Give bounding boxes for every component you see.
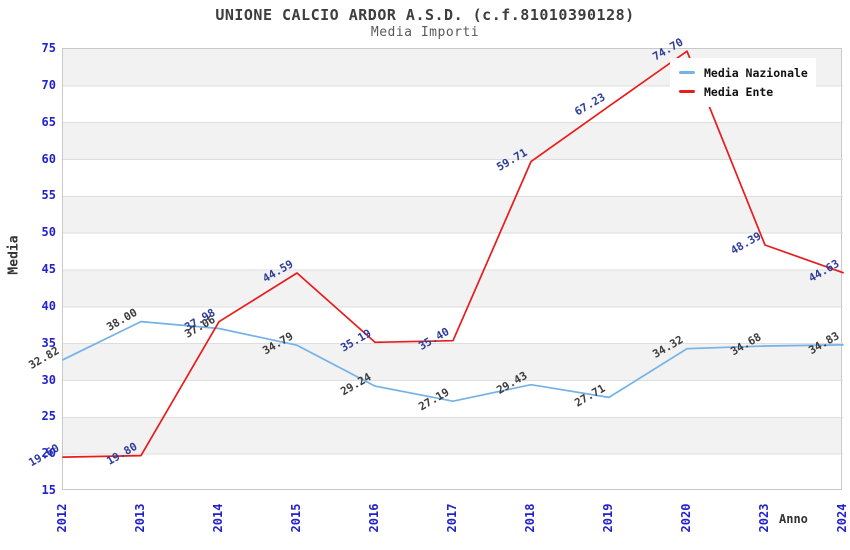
x-tick-2016: 2016 <box>367 503 381 533</box>
point-label-media-nazionale-2017: 27.19 <box>416 386 451 414</box>
chart-title: UNIONE CALCIO ARDOR A.S.D. (c.f.81010390… <box>215 6 635 24</box>
y-tick-60: 60 <box>41 151 56 166</box>
x-tick-2023: 2023 <box>757 503 771 533</box>
x-tick-2014: 2014 <box>211 503 225 533</box>
y-tick-45: 45 <box>41 262 56 276</box>
x-tick-2024: 2024 <box>835 503 849 533</box>
y-tick-25: 25 <box>41 409 56 424</box>
point-label-media-nazionale-2015: 34.79 <box>260 330 295 358</box>
y-axis-title: Media <box>6 235 22 275</box>
line-media-nazionale <box>62 320 844 403</box>
chart-subtitle: Media Importi <box>370 25 480 40</box>
point-label-media-nazionale-2023: 34.68 <box>728 330 763 358</box>
y-tick-20: 20 <box>41 446 56 461</box>
point-label-media-ente-2013: 19.80 <box>104 440 139 468</box>
point-label-media-ente-2017: 35.40 <box>416 325 451 353</box>
legend-item-media-ente: Media Ente <box>679 82 807 101</box>
media-nazionale-line-swatch-icon <box>679 71 695 74</box>
plot-area: 32.82 38.00 37.06 34.79 29.24 27.19 29.43 27.71… <box>26 36 844 490</box>
point-label-media-nazionale-2019: 27.71 <box>572 382 608 410</box>
y-tick-40: 40 <box>41 298 56 313</box>
line-media-ente <box>62 50 844 458</box>
x-tick-2019: 2019 <box>601 503 615 533</box>
point-label-media-ente-2018: 59.71 <box>494 146 530 174</box>
point-label-media-nazionale-2018: 29.43 <box>494 369 529 397</box>
x-tick-2015: 2015 <box>289 503 303 533</box>
x-tick-2018: 2018 <box>523 503 537 533</box>
x-tick-2020: 2020 <box>679 503 693 533</box>
chart-legend: Media Nazionale Media Ente <box>670 58 816 107</box>
y-tick-75: 75 <box>41 41 56 55</box>
point-label-media-nazionale-2020: 34.32 <box>650 333 685 361</box>
y-tick-55: 55 <box>41 188 56 203</box>
legend-item-media-nazionale: Media Nazionale <box>679 63 808 82</box>
x-tick-2012: 2012 <box>55 503 69 533</box>
y-tick-70: 70 <box>41 77 56 92</box>
x-axis-title: Anno <box>779 512 808 526</box>
point-label-media-ente-2016: 35.19 <box>338 327 373 355</box>
legend-label-media-nazionale: Media Nazionale <box>704 65 808 80</box>
point-label-media-nazionale-2013: 38.00 <box>104 306 139 334</box>
y-tick-50: 50 <box>41 225 56 240</box>
y-tick-65: 65 <box>41 114 56 129</box>
point-label-media-nazionale-2016: 29.24 <box>338 370 374 398</box>
y-tick-30: 30 <box>41 372 56 387</box>
point-label-media-nazionale-2024: 34.83 <box>806 329 841 357</box>
point-label-media-ente-2015: 44.59 <box>260 257 295 285</box>
media-ente-line-swatch-icon <box>679 90 695 93</box>
legend-label-media-ente: Media Ente <box>704 84 774 99</box>
point-label-media-ente-2019: 67.23 <box>572 91 607 119</box>
y-tick-35: 35 <box>41 335 56 350</box>
x-tick-2017: 2017 <box>445 503 459 533</box>
y-tick-15: 15 <box>41 483 56 497</box>
x-tick-2013: 2013 <box>133 503 147 533</box>
